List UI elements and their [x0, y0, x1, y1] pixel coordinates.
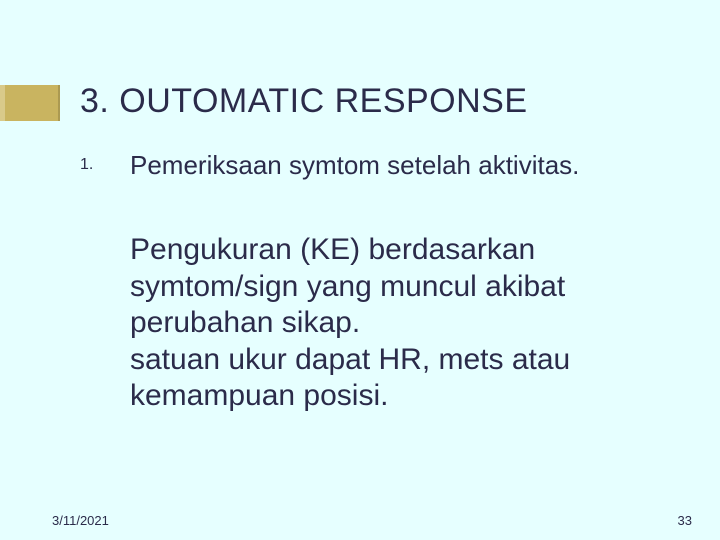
footer-page-number: 33	[678, 513, 692, 528]
list-number: 1.	[80, 150, 130, 174]
body-paragraph-1: Pengukuran (KE) berdasarkan symtom/sign …	[130, 232, 685, 342]
body-text: Pengukuran (KE) berdasarkan symtom/sign …	[130, 232, 685, 415]
accent-block	[0, 85, 60, 121]
slide-title: 3. OUTOMATIC RESPONSE	[80, 82, 528, 121]
list-item: 1. Pemeriksaan symtom setelah aktivitas.	[80, 150, 670, 181]
numbered-list: 1. Pemeriksaan symtom setelah aktivitas.	[80, 150, 670, 181]
list-item-text: Pemeriksaan symtom setelah aktivitas.	[130, 150, 670, 181]
body-paragraph-2: satuan ukur dapat HR, mets atau kemampua…	[130, 342, 685, 415]
footer-date: 3/11/2021	[52, 513, 109, 528]
